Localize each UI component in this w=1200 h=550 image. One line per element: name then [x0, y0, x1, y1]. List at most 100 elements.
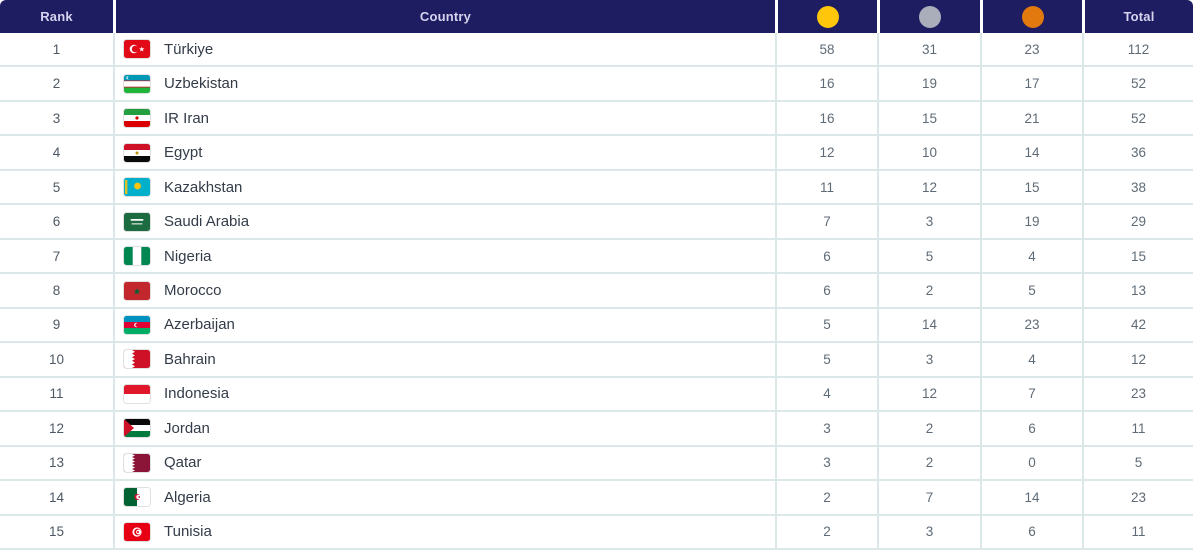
country-name: Saudi Arabia [164, 213, 250, 231]
flag-uz-icon [124, 74, 150, 93]
table-row: 5 Kazakhstan 11 12 15 38 [0, 170, 1193, 206]
total-count-cell: 29 [1082, 205, 1193, 238]
gold-count-cell: 16 [775, 101, 877, 135]
country-name: Algeria [164, 488, 211, 506]
table-row: 3 IR Iran 16 15 21 52 [0, 101, 1193, 137]
rank-cell: 12 [48, 420, 65, 436]
flag-kz-icon [124, 178, 150, 197]
country-cell: ★ Türkiye [113, 33, 775, 66]
gold-count-cell: 7 [775, 205, 877, 238]
rank-cell: 11 [49, 386, 64, 402]
header-silver [877, 0, 980, 33]
flag-ir-icon [124, 109, 150, 128]
silver-count-cell: 5 [877, 239, 980, 273]
bronze-medal-icon [1021, 5, 1044, 28]
country-cell: Uzbekistan [113, 67, 775, 100]
bronze-count-cell: 5 [980, 274, 1082, 307]
rank-cell: 15 [48, 524, 65, 540]
gold-count-cell: 58 [775, 33, 877, 66]
bronze-count-cell: 21 [980, 101, 1082, 135]
svg-text:★: ★ [139, 46, 145, 54]
gold-count-cell: 12 [775, 136, 877, 169]
silver-count-cell: 12 [877, 170, 980, 204]
table-row: 11 Indonesia 4 12 7 23 [0, 377, 1193, 413]
table-header-row: Rank Country Total [0, 0, 1193, 33]
silver-count-cell: 12 [877, 377, 980, 411]
total-count-cell: 23 [1082, 481, 1193, 514]
country-name: Türkiye [164, 40, 214, 58]
country-name: Morocco [164, 282, 222, 300]
flag-jo-icon [124, 419, 150, 438]
silver-count-cell: 19 [877, 67, 980, 100]
silver-count-cell: 7 [877, 481, 980, 514]
total-count-cell: 112 [1082, 33, 1193, 66]
total-count-cell: 11 [1082, 412, 1193, 445]
silver-count-cell: 2 [877, 274, 980, 307]
total-count-cell: 52 [1082, 101, 1193, 135]
gold-count-cell: 16 [775, 67, 877, 100]
rank-cell: 4 [52, 145, 61, 161]
gold-count-cell: 11 [775, 170, 877, 204]
header-rank-label: Rank [40, 9, 73, 24]
country-cell: Saudi Arabia [113, 205, 775, 238]
gold-count-cell: 6 [775, 274, 877, 307]
country-name: Uzbekistan [164, 75, 239, 93]
rank-cell: 14 [48, 489, 65, 505]
silver-count-cell: 2 [877, 412, 980, 445]
gold-medal-icon [816, 5, 839, 28]
svg-text:★: ★ [133, 286, 141, 296]
table-row: 2 Uzbekistan 16 19 17 52 [0, 67, 1193, 102]
rank-cell: 1 [52, 41, 61, 57]
table-row: 8 ★ Morocco 6 2 5 13 [0, 274, 1193, 309]
flag-sa-icon [124, 212, 150, 231]
bronze-count-cell: 19 [980, 205, 1082, 238]
total-count-cell: 11 [1082, 515, 1193, 549]
gold-count-cell: 3 [775, 412, 877, 445]
rank-cell: 2 [52, 76, 61, 92]
gold-count-cell: 4 [775, 377, 877, 411]
country-cell: Qatar [113, 446, 775, 480]
country-name: Bahrain [164, 350, 216, 368]
flag-qa-icon [124, 453, 150, 472]
country-cell: Jordan [113, 412, 775, 445]
total-count-cell: 52 [1082, 67, 1193, 100]
table-row: 7 Nigeria 6 5 4 15 [0, 239, 1193, 275]
gold-count-cell: 6 [775, 239, 877, 273]
table-body: 1 ★ Türkiye 58 31 23 112 2 Uzbekistan 16… [0, 33, 1193, 550]
country-name: IR Iran [164, 109, 210, 127]
country-name: Tunisia [164, 523, 212, 541]
bronze-count-cell: 6 [980, 412, 1082, 445]
silver-count-cell: 15 [877, 101, 980, 135]
total-count-cell: 12 [1082, 343, 1193, 376]
header-gold [775, 0, 877, 33]
country-cell: ★ Morocco [113, 274, 775, 307]
rank-cell: 7 [52, 248, 61, 264]
silver-count-cell: 10 [877, 136, 980, 169]
flag-id-icon [124, 384, 150, 403]
country-cell: Algeria [113, 481, 775, 514]
silver-count-cell: 2 [877, 446, 980, 480]
rank-cell: 10 [48, 351, 65, 367]
country-cell: Nigeria [113, 239, 775, 273]
bronze-count-cell: 14 [980, 481, 1082, 514]
country-cell: Indonesia [113, 377, 775, 411]
bronze-count-cell: 15 [980, 170, 1082, 204]
table-row: 6 Saudi Arabia 7 3 19 29 [0, 205, 1193, 240]
rank-cell: 6 [52, 214, 61, 230]
total-count-cell: 42 [1082, 308, 1193, 342]
table-row: 9 Azerbaijan 5 14 23 42 [0, 308, 1193, 344]
table-row: 1 ★ Türkiye 58 31 23 112 [0, 33, 1193, 68]
table-row: 4 Egypt 12 10 14 36 [0, 136, 1193, 171]
table-row: 14 Algeria 2 7 14 23 [0, 481, 1193, 516]
country-name: Jordan [164, 419, 210, 437]
country-name: Azerbaijan [164, 316, 235, 334]
flag-tr-icon: ★ [124, 40, 150, 59]
bronze-count-cell: 4 [980, 239, 1082, 273]
silver-count-cell: 14 [877, 308, 980, 342]
flag-bh-icon [124, 350, 150, 369]
gold-count-cell: 3 [775, 446, 877, 480]
flag-ma-icon: ★ [124, 281, 150, 300]
total-count-cell: 36 [1082, 136, 1193, 169]
header-rank: Rank [0, 0, 113, 33]
